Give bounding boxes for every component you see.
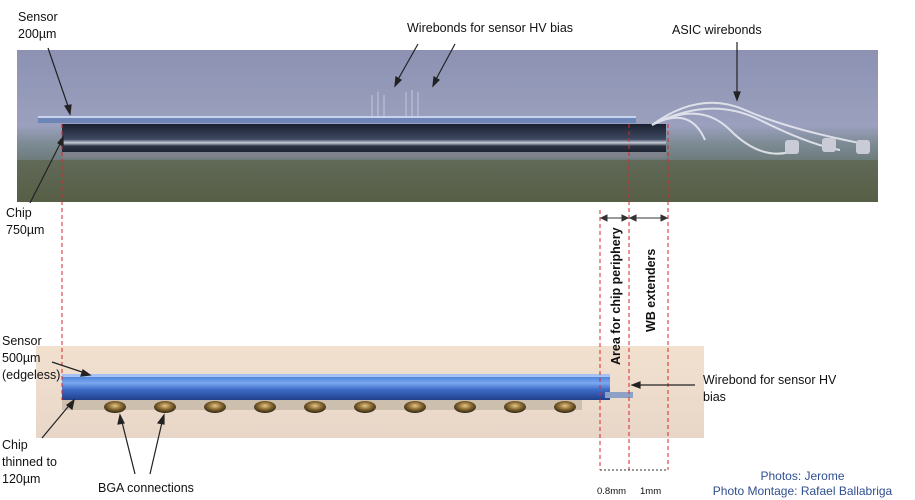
wb-extenders-label: WB extenders (644, 248, 658, 332)
chip-bottom-label: Chip thinned to 120µm (2, 437, 57, 488)
montage-credit: Photo Montage: Rafael Ballabriga (712, 484, 893, 498)
sensor-bottom-label-line1: Sensor (2, 334, 42, 348)
dimension-arrows (599, 214, 669, 471)
pointer-arrows (29, 42, 741, 475)
sensor-top-label-line1: Sensor (18, 10, 58, 24)
chip-top-label-line1: Chip (6, 206, 32, 220)
dim-periphery-label: 0.8mm (597, 486, 627, 497)
wirebond-hv-label-line2: bias (703, 390, 726, 404)
bottom-photo (36, 346, 704, 438)
photo-credits: Photos: Jerome Photo Montage: Rafael Bal… (700, 469, 905, 499)
hv-wirebonds-label: Wirebonds for sensor HV bias (407, 21, 574, 35)
sensor-bottom-label-line2: 500µm (2, 351, 41, 365)
sensor-top-label-line2: 200µm (18, 27, 57, 41)
sensor-top-label: Sensor 200µm (18, 9, 58, 43)
chip-bottom-label-line1: Chip (2, 438, 28, 452)
guide-lines (61, 124, 669, 470)
chip-bottom-label-line3: 120µm (2, 472, 41, 486)
chip-top-label-line2: 750µm (6, 223, 45, 237)
photos-credit: Photos: Jerome (760, 469, 845, 483)
wirebond-hv-label-line1: Wirebond for sensor HV (703, 373, 837, 387)
bga-balls (104, 401, 576, 413)
top-photo (17, 50, 878, 202)
wirebond-hv-label: Wirebond for sensor HV bias (703, 372, 836, 406)
periphery-area-label: Area for chip periphery (609, 227, 623, 365)
sensor-bottom-label-line3: (edgeless) (2, 368, 61, 382)
chip-top-label: Chip 750µm (6, 205, 44, 239)
sensor-bottom-label: Sensor 500µm (edgeless) (2, 333, 60, 384)
asic-wirebonds-label: ASIC wirebonds (672, 23, 762, 37)
bga-label: BGA connections (98, 481, 194, 495)
dim-extenders-label: 1mm (640, 486, 662, 497)
chip-bottom-label-line2: thinned to (2, 455, 57, 469)
